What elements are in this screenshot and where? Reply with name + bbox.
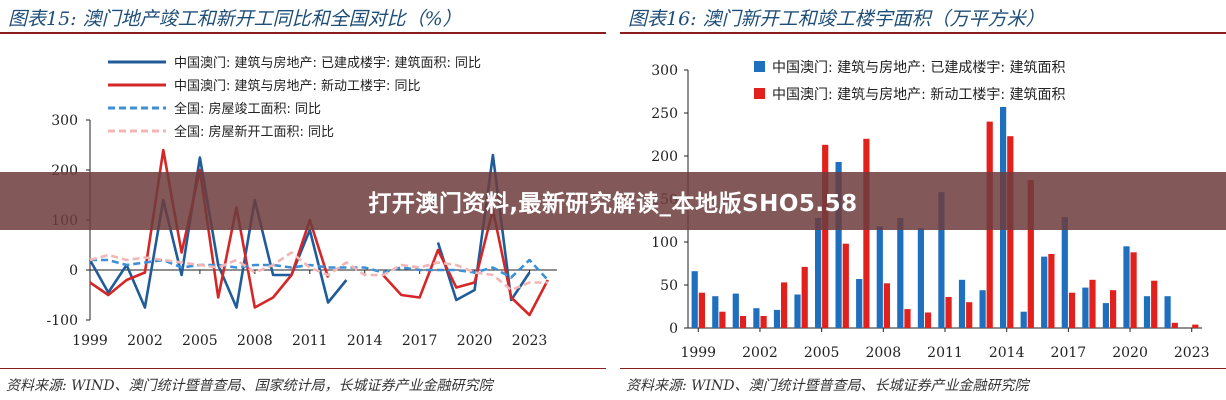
- bar-completed: [773, 309, 781, 328]
- bar-completed: [1164, 296, 1171, 328]
- bar-completed: [712, 296, 719, 328]
- left-source-note: 资料来源: WIND、澳门统计暨普查局、国家统计局，长城证券产业金融研究院: [6, 378, 493, 394]
- x-tick-label: 2017: [1051, 345, 1087, 361]
- bar-completed: [1061, 217, 1068, 328]
- bar-started: [842, 243, 849, 328]
- bar-started: [1089, 279, 1096, 328]
- right-chart-title: 图表16: 澳门新开工和竣工楼宇面积（万平方米）: [628, 8, 1045, 30]
- x-tick-label: 2005: [804, 345, 840, 361]
- series-line-2: [89, 148, 549, 317]
- x-tick-label: 1999: [680, 345, 716, 361]
- x-tick-label: 2002: [742, 345, 778, 361]
- x-tick-label: 2008: [237, 333, 273, 349]
- bar-started: [1151, 280, 1158, 328]
- bar-completed: [1041, 256, 1048, 328]
- legend-label-1: 中国澳门: 建筑与房地产: 已建成楼宇: 建筑面积: [772, 60, 1066, 76]
- bar-started: [719, 311, 726, 328]
- y-tick-label: 50: [660, 278, 678, 294]
- bar-completed: [897, 217, 904, 328]
- x-tick-label: 2023: [1174, 345, 1210, 361]
- x-tick-label: 2002: [127, 333, 163, 349]
- series-line-4: [89, 251, 548, 292]
- bar-started: [883, 283, 890, 328]
- bar-completed: [815, 217, 822, 328]
- x-tick-label: 2008: [865, 345, 901, 361]
- bar-completed: [1082, 287, 1089, 328]
- x-tick-label: 2023: [512, 333, 548, 349]
- left-title-rule: [0, 32, 606, 34]
- right-source-note: 资料来源: WIND、澳门统计暨普查局、长城证券产业金融研究院: [626, 378, 1029, 394]
- legend-label-1: 中国澳门: 建筑与房地产: 已建成楼宇: 建筑面积: 同比: [174, 55, 481, 71]
- y-tick-label: 250: [651, 106, 678, 122]
- y-tick-label: 300: [651, 63, 678, 79]
- x-tick-label: 2014: [989, 345, 1025, 361]
- bar-completed: [1123, 246, 1130, 328]
- overlay-banner-text: 打开澳门资料,最新研究解读_本地版SHO5.58: [368, 191, 858, 217]
- left-line-chart: -100010020030019992002200520082011201420…: [47, 55, 557, 349]
- y-tick-label: 0: [69, 263, 78, 279]
- legend-swatch-1: [754, 61, 765, 72]
- x-tick-label: 2017: [402, 333, 438, 349]
- left-source-rule: [0, 368, 606, 369]
- bar-started: [1130, 252, 1137, 328]
- legend-label-4: 全国: 房屋新开工面积: 同比: [174, 124, 334, 140]
- bar-started: [698, 292, 705, 328]
- y-tick-label: 100: [651, 235, 678, 251]
- bar-completed: [794, 294, 801, 328]
- bar-completed: [1102, 303, 1109, 328]
- x-tick-label: 2020: [457, 333, 493, 349]
- bar-completed: [856, 279, 863, 328]
- left-chart-title: 图表15: 澳门地产竣工和新开工同比和全国对比（%）: [8, 8, 462, 30]
- x-tick-label: 2011: [292, 333, 328, 349]
- y-tick-label: 200: [651, 149, 678, 165]
- bar-started: [1192, 324, 1199, 328]
- x-tick-label: 2005: [182, 333, 218, 349]
- y-tick-label: -100: [47, 313, 78, 329]
- bar-completed: [979, 290, 986, 328]
- bar-completed: [917, 228, 924, 328]
- bar-completed: [876, 226, 883, 328]
- bar-started: [739, 316, 747, 328]
- right-source-rule: [620, 368, 1226, 369]
- bar-started: [966, 302, 973, 328]
- legend-swatch-2: [754, 88, 765, 99]
- bar-started: [1027, 180, 1034, 328]
- bar-started: [781, 282, 788, 328]
- legend-label-2: 中国澳门: 建筑与房地产: 新动工楼宇: 同比: [174, 78, 421, 94]
- legend-label-2: 中国澳门: 建筑与房地产: 新动工楼宇: 建筑面积: [772, 87, 1066, 103]
- legend-label-3: 全国: 房屋竣工面积: 同比: [174, 101, 321, 117]
- bar-completed: [958, 279, 966, 328]
- x-tick-label: 2020: [1112, 345, 1148, 361]
- bar-completed: [1143, 296, 1151, 328]
- bar-completed: [732, 293, 739, 328]
- bar-started: [1110, 290, 1117, 328]
- bar-started: [945, 297, 952, 328]
- left-panel: 图表15: 澳门地产竣工和新开工同比和全国对比（%） -100010020030…: [0, 0, 606, 400]
- bar-started: [1068, 292, 1076, 328]
- bar-completed: [835, 162, 842, 328]
- bar-completed: [938, 192, 945, 328]
- bar-started: [760, 316, 767, 328]
- bar-started: [924, 312, 932, 328]
- bar-started: [1007, 136, 1014, 328]
- x-tick-label: 2014: [347, 333, 383, 349]
- y-tick-label: 0: [669, 321, 678, 337]
- bar-started: [863, 138, 870, 328]
- bar-started: [904, 309, 911, 328]
- bar-started: [801, 266, 808, 328]
- right-title-rule: [620, 32, 1226, 34]
- x-tick-label: 2011: [927, 345, 963, 361]
- bar-completed: [1020, 311, 1027, 328]
- bar-started: [822, 144, 829, 328]
- bar-completed: [753, 308, 760, 328]
- bar-started: [1171, 322, 1178, 328]
- x-tick-label: 1999: [72, 333, 108, 349]
- overlay-banner: 打开澳门资料,最新研究解读_本地版SHO5.58: [0, 172, 1226, 230]
- bar-started: [1048, 254, 1055, 328]
- bar-completed: [691, 271, 698, 328]
- y-tick-label: 300: [51, 113, 78, 129]
